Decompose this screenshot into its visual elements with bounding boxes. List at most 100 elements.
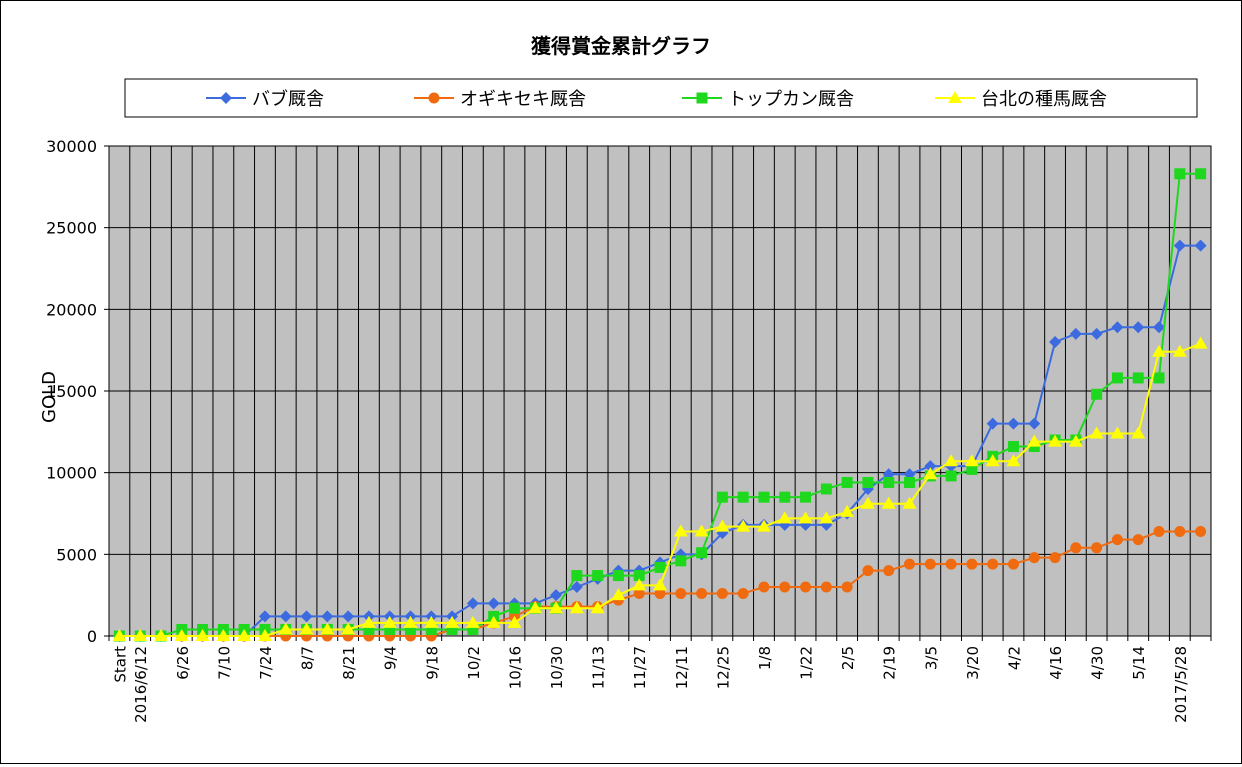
data-point [1111,372,1123,384]
y-axis-label: GOLD [39,371,60,423]
data-point [779,491,791,503]
data-point [612,570,624,582]
legend-marker [696,92,708,104]
x-tick-label: 8/7 [299,646,317,670]
data-point [633,570,645,582]
data-point [446,623,458,635]
data-point [1193,336,1208,349]
data-point [403,615,418,628]
data-point [736,519,751,532]
y-tick-label: 30000 [46,137,97,156]
data-point [862,476,874,488]
x-tick-label: 3/20 [964,646,982,680]
data-point [633,588,645,600]
data-point [1089,426,1104,439]
data-point [1174,525,1186,537]
data-point [1091,388,1103,400]
data-point [841,476,853,488]
data-point [1195,168,1207,180]
x-tick-label: 4/30 [1089,646,1107,680]
x-tick-label: 3/5 [922,646,940,670]
data-point [840,504,855,517]
legend-label: オギキセキ厩舎 [460,89,586,110]
data-point [112,629,127,641]
data-point [1006,454,1021,467]
data-point [279,610,292,623]
data-point [1007,558,1019,570]
gridlines [109,146,1211,636]
x-tick-label: 8/21 [340,646,358,680]
x-tick-label: 1/8 [756,646,774,670]
data-point [382,615,397,628]
x-tick-label: 12/11 [673,646,691,689]
data-point [1132,321,1145,334]
data-point [195,629,210,641]
data-point [924,460,937,473]
x-tick-label: 2016/6/12 [132,646,150,723]
data-point [756,519,771,532]
data-point [902,496,917,509]
data-point [320,622,335,635]
data-point [862,565,874,577]
y-axis-ticks: 0 5000 10000 15000 20000 25000 30000 [46,137,109,646]
data-point [508,602,520,614]
data-point [1131,426,1146,439]
data-point [1153,372,1165,384]
data-point [758,491,770,503]
data-point [987,558,999,570]
x-tick-label: 7/24 [257,646,275,680]
data-point [1049,336,1062,348]
data-point [694,524,709,537]
data-point [571,570,583,582]
data-point [820,581,832,593]
data-point [384,623,396,635]
data-point [465,615,480,628]
data-point [528,601,543,614]
data-point [715,519,730,532]
y-tick-label: 5000 [56,545,97,564]
data-point [237,629,252,641]
data-point [904,558,916,570]
data-point [363,623,375,635]
x-tick-label: 9/4 [382,646,400,670]
data-point [1153,525,1165,537]
data-point [654,588,666,600]
data-point [779,581,791,593]
x-tick-label: 2/5 [839,646,857,670]
data-point [675,588,687,600]
chart-title: 獲得賞金累計グラフ [531,34,711,58]
data-point [424,615,439,628]
data-point [486,615,501,628]
data-point [966,463,978,475]
data-point [549,601,564,614]
x-tick-label: 10/30 [548,646,566,689]
series-group [112,168,1208,642]
x-tick-label: 4/16 [1047,646,1065,680]
x-tick-label: Start [111,646,129,683]
legend-marker [220,92,232,104]
legend-marker [428,92,440,104]
data-point [361,615,376,628]
data-point [1174,168,1186,180]
data-point [550,589,563,602]
data-point [1048,434,1063,447]
data-point [216,629,231,641]
data-point [299,622,314,635]
data-point [425,623,437,635]
data-point [1007,441,1019,453]
data-point [758,581,770,593]
y-tick-label: 10000 [46,464,97,483]
data-point [883,565,895,577]
data-point [258,610,271,623]
y-tick-label: 20000 [46,300,97,319]
x-tick-label: 12/25 [714,646,732,689]
data-point [1152,344,1167,357]
x-tick-label: 11/13 [590,646,608,689]
data-point [1091,542,1103,554]
x-tick-label: 2017/5/28 [1172,646,1190,723]
data-point [904,476,916,488]
data-point [1153,321,1166,334]
data-point [819,511,834,524]
legend-label: 台北の種馬厩舎 [981,89,1107,110]
